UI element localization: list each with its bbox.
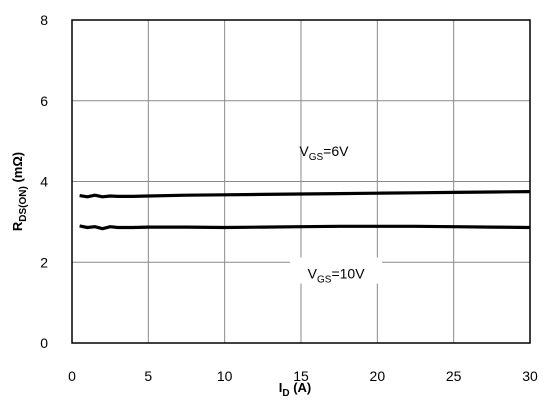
x-axis-ticks: 0 5 10 15 20 25 30: [68, 368, 538, 384]
plot-area-frame: [71, 19, 531, 344]
x-tick-label: 30: [522, 368, 538, 384]
annotation-background: [290, 257, 383, 284]
x-tick-label: 0: [68, 368, 76, 384]
y-axis-ticks: 0 2 4 6 8: [40, 12, 48, 351]
x-axis-label: ID (A): [279, 380, 312, 399]
series-annotations: VGS=6V VGS=10V: [290, 143, 383, 286]
y-tick-label: 2: [40, 254, 48, 270]
y-tick-label: 4: [40, 174, 48, 190]
x-tick-label: 20: [370, 368, 386, 384]
y-tick-label: 6: [40, 93, 48, 109]
y-tick-label: 0: [40, 335, 48, 351]
series-line-0: [79, 190, 531, 199]
x-tick-label: 15: [293, 368, 309, 384]
x-tick-label: 25: [446, 368, 462, 384]
x-tick-label: 5: [144, 368, 152, 384]
y-tick-label: 8: [40, 12, 48, 28]
series-line-1: [79, 224, 531, 231]
series-annotation-0: VGS=6V: [299, 143, 349, 163]
series-annotation-1: VGS=10V: [308, 266, 366, 286]
grid-lines: [71, 19, 531, 344]
series-group: [79, 190, 531, 231]
y-axis-label: RDS(ON) (mΩ): [10, 152, 29, 231]
x-tick-label: 10: [217, 368, 233, 384]
